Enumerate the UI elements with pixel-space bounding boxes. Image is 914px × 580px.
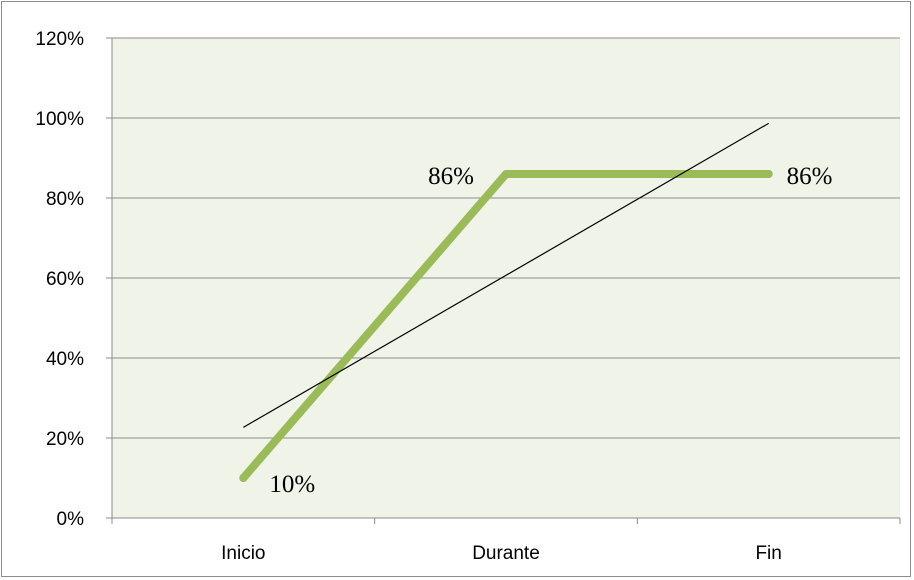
data-point [764,170,773,178]
x-tick-label: Inicio [221,543,265,564]
y-tick-label: 0% [57,509,85,530]
data-label: 86% [428,163,474,190]
data-label: 86% [787,163,833,190]
trendline [243,122,769,428]
y-tick-label: 100% [35,109,84,130]
y-tick-label: 20% [46,429,84,450]
y-tick-label: 60% [46,269,84,290]
y-tick-label: 120% [35,29,84,50]
x-tick-label: Durante [472,543,540,564]
y-tick-label: 80% [46,189,84,210]
x-tick-label: Fin [755,543,781,564]
y-tick-label: 40% [46,349,84,370]
data-label: 10% [269,471,315,498]
data-point [239,474,248,482]
data-point [502,170,510,178]
